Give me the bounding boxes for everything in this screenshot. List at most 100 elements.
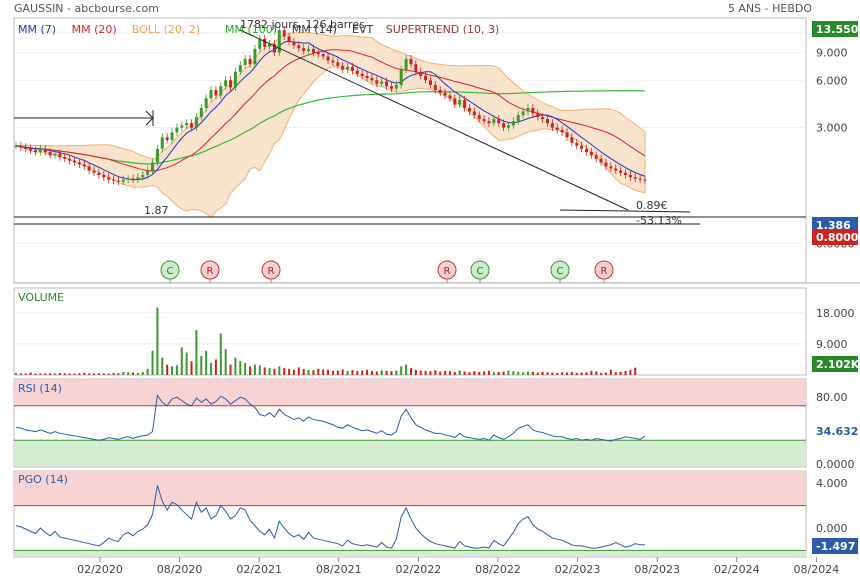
volume-bar (195, 330, 198, 375)
candle-body (511, 121, 515, 126)
candle-body (628, 174, 632, 178)
rsi-overbought-zone (14, 380, 806, 406)
volume-bar (634, 367, 637, 375)
volume-bar (327, 369, 330, 375)
volume-bar (575, 372, 578, 375)
candle-body (34, 150, 38, 152)
candle-body (399, 69, 403, 85)
candle-body (204, 98, 208, 108)
candle-body (77, 162, 81, 165)
volume-bar (405, 364, 408, 375)
signal-label: C (477, 266, 484, 277)
x-tick-label: 02/2022 (396, 563, 442, 576)
volume-bar (166, 364, 169, 375)
candle-body (155, 148, 159, 163)
volume-bar (395, 370, 398, 375)
candle-body (370, 78, 374, 81)
volume-bar (585, 372, 588, 375)
volume-bar (156, 307, 159, 375)
signal-label: R (268, 266, 275, 277)
volume-bar (556, 372, 559, 375)
volume-bar (210, 362, 213, 375)
pgo-tick-label: 0.000 (816, 522, 848, 535)
candle-body (467, 107, 471, 112)
volume-bar (604, 372, 607, 375)
volume-bar (448, 371, 451, 375)
candle-body (521, 111, 525, 116)
volume-bar (434, 370, 437, 375)
volume-bar (180, 347, 183, 375)
candle-body (131, 178, 135, 180)
candle-body (419, 71, 423, 76)
chart-period: 5 ANS - HEBDO (727, 2, 812, 15)
volume-bar (122, 371, 125, 375)
bollinger-band (15, 32, 646, 219)
candle-body (219, 86, 223, 96)
volume-bar (385, 370, 388, 375)
supertrend-badge: 0.8000 (816, 231, 859, 244)
candle-body (238, 65, 242, 72)
volume-bar (312, 370, 315, 375)
volume-bar (29, 372, 32, 375)
candle-body (477, 115, 481, 120)
candle-body (375, 80, 379, 84)
x-tick-label: 08/2023 (634, 563, 680, 576)
candle-body (555, 127, 559, 130)
candle-body (316, 52, 320, 55)
volume-bar (526, 371, 529, 375)
candle-body (472, 111, 476, 116)
volume-bar (185, 352, 188, 375)
candle-body (385, 81, 389, 87)
x-tick-label: 08/2021 (316, 563, 362, 576)
volume-bar (409, 368, 412, 375)
candle-body (82, 164, 86, 167)
candle-body (589, 151, 593, 156)
candle-body (258, 38, 262, 49)
candle-body (526, 107, 530, 112)
volume-bar (283, 368, 286, 375)
rsi-tick-label: 0.0000 (816, 458, 855, 471)
rsi-badge-bg (812, 423, 858, 439)
volume-bar (136, 372, 139, 375)
candle-body (609, 166, 613, 169)
volume-bar (390, 371, 393, 375)
candle-body (482, 119, 486, 122)
candle-body (365, 75, 369, 79)
candle-body (175, 127, 179, 133)
volume-bar (351, 370, 354, 375)
supertrend-badge-bg (812, 229, 858, 245)
volume-bar (117, 373, 120, 375)
volume-bar (522, 372, 525, 375)
volume-bar (288, 368, 291, 375)
candle-body (594, 155, 598, 159)
x-tick-label: 08/2020 (157, 563, 203, 576)
candle-body (292, 42, 296, 46)
candle-body (146, 170, 150, 175)
volume-bar (58, 372, 61, 375)
candle-body (141, 174, 145, 178)
volume-bar (336, 370, 339, 375)
candle-body (575, 142, 579, 146)
volume-bar (619, 371, 622, 375)
chart-title: GAUSSIN - abcbourse.com (14, 2, 159, 15)
candle-body (458, 99, 462, 105)
candle-body (492, 119, 496, 124)
volume-bar (629, 369, 632, 375)
volume-bar (39, 373, 42, 375)
candle-body (619, 170, 623, 173)
volume-bar (322, 369, 325, 375)
candle-body (126, 178, 130, 180)
candle-body (360, 73, 364, 76)
candle-body (394, 84, 398, 89)
candle-body (463, 99, 467, 108)
last-price-badge: 1.386 (816, 219, 851, 232)
volume-bar (268, 368, 271, 375)
volume-bar (258, 365, 261, 375)
volume-bar (151, 350, 154, 375)
candle-body (180, 125, 184, 128)
candle-body (233, 71, 237, 88)
volume-bar (239, 361, 242, 375)
candle-body (199, 107, 203, 118)
candle-body (282, 30, 286, 37)
volume-bar (468, 372, 471, 375)
